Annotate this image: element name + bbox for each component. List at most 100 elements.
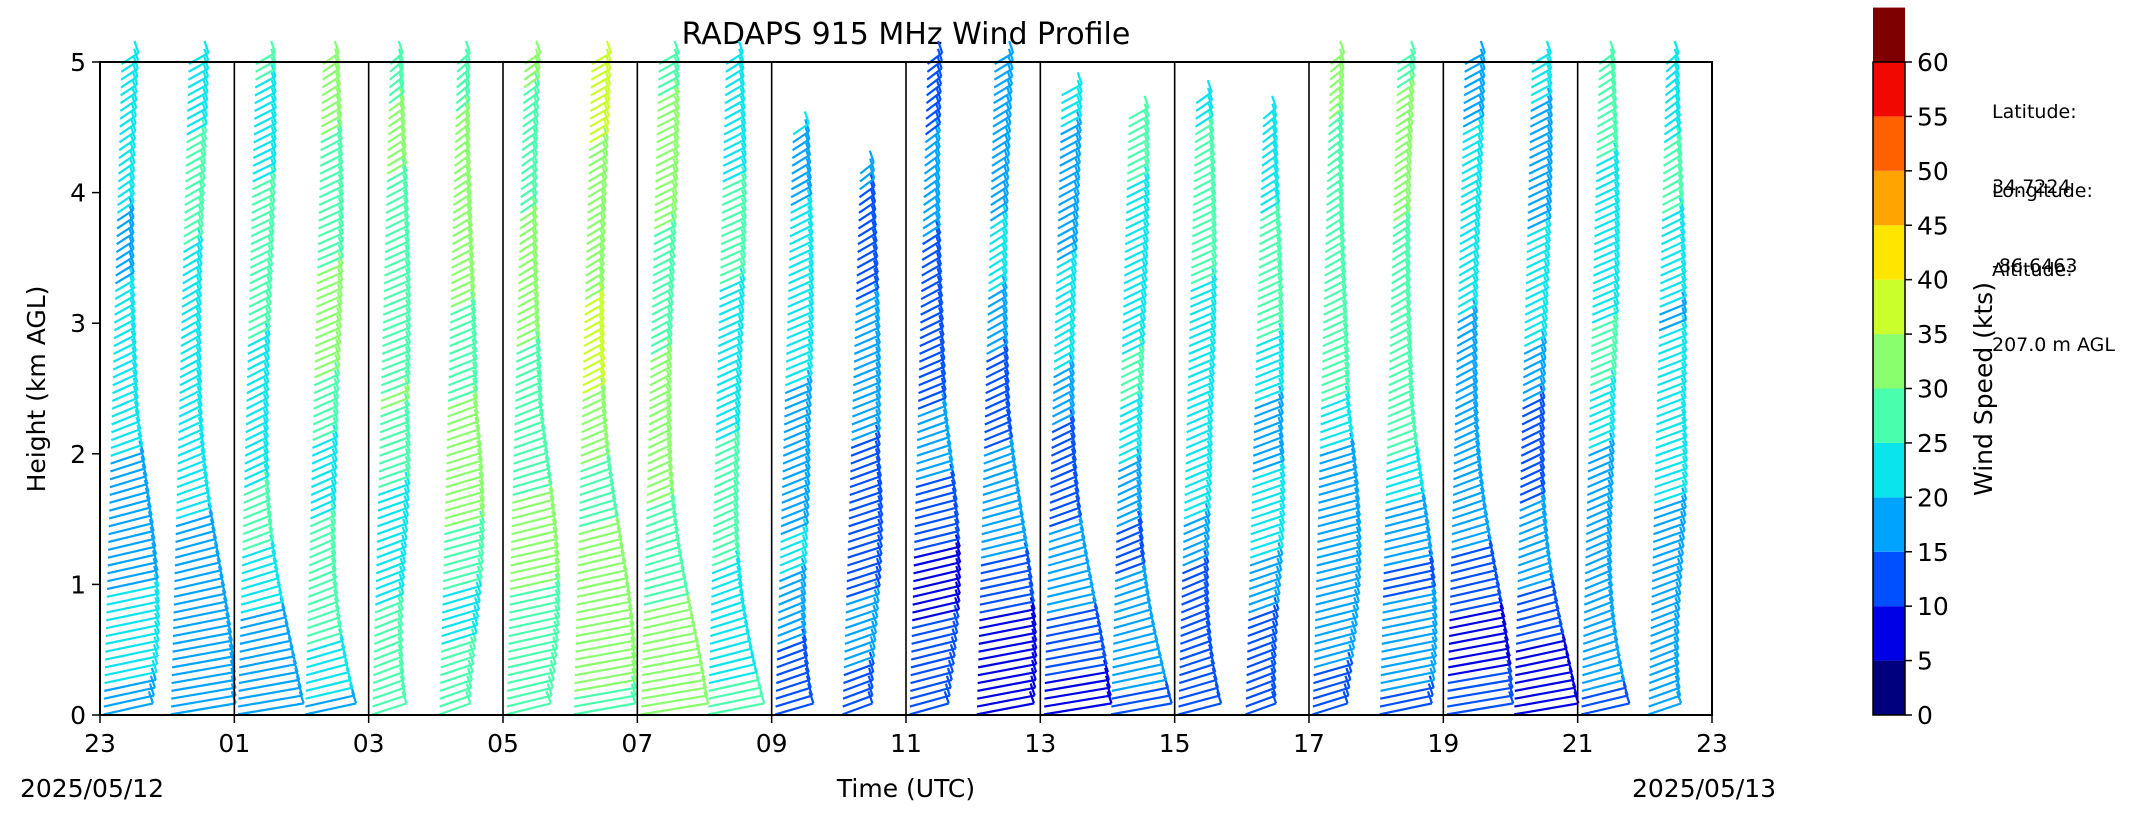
wind-barb xyxy=(180,349,202,363)
wind-barb-flag xyxy=(1339,40,1346,54)
wind-barb xyxy=(178,420,203,434)
wind-barb xyxy=(1523,334,1547,348)
wind-barb xyxy=(1045,647,1105,661)
wind-barb-flag xyxy=(877,502,884,516)
wind-barb-flag xyxy=(222,597,229,610)
wind-barb xyxy=(439,671,474,685)
wind-barb xyxy=(851,428,881,442)
wind-barb-flag xyxy=(877,495,884,508)
wind-barb xyxy=(1252,443,1284,457)
wind-barb xyxy=(183,240,203,254)
wind-barb xyxy=(648,420,672,434)
wind-barb xyxy=(657,75,680,89)
wind-barb xyxy=(1060,106,1083,120)
wind-barb-flag xyxy=(1105,683,1112,696)
wind-barb xyxy=(379,428,410,442)
wind-barb xyxy=(923,177,941,191)
wind-barb-flag xyxy=(1495,581,1502,595)
wind-barb-flag xyxy=(1207,644,1215,657)
wind-barb xyxy=(655,161,679,175)
wind-barb-flag xyxy=(1413,440,1420,453)
wind-barb xyxy=(1649,655,1679,669)
wind-barb xyxy=(1385,467,1422,481)
wind-barb xyxy=(854,310,880,324)
wind-barb xyxy=(587,177,608,191)
wind-barb-flag xyxy=(1608,589,1615,602)
wind-barb-flag xyxy=(1507,683,1514,696)
wind-barb xyxy=(451,247,474,261)
wind-barb xyxy=(589,122,610,136)
wind-barb xyxy=(1312,678,1351,692)
wind-barb xyxy=(1583,600,1614,614)
wind-barb xyxy=(1054,334,1075,348)
wind-barb xyxy=(1665,75,1680,89)
wind-barb xyxy=(585,255,605,269)
wind-barb xyxy=(1648,694,1681,708)
wind-barb xyxy=(307,608,340,622)
wind-profile xyxy=(842,150,884,716)
wind-barb xyxy=(187,67,209,81)
wind-barb xyxy=(1321,381,1350,395)
wind-barb-flag xyxy=(630,644,637,657)
wind-barb xyxy=(520,169,538,183)
wind-barb xyxy=(1516,592,1557,606)
wind-barb xyxy=(1386,451,1420,465)
colorbar-segment xyxy=(1873,279,1905,335)
wind-barb xyxy=(980,561,1030,575)
wind-barb xyxy=(443,537,485,551)
wind-barb xyxy=(319,153,343,167)
wind-barb xyxy=(254,99,277,112)
wind-barb xyxy=(1453,443,1480,457)
wind-barb xyxy=(1463,91,1485,105)
wind-barb xyxy=(116,216,135,230)
wind-barb xyxy=(170,694,236,708)
wind-barb xyxy=(1117,467,1142,481)
wind-barb-flag xyxy=(1681,424,1688,438)
colorbar-tick-label: 10 xyxy=(1917,592,1949,621)
wind-barb xyxy=(1528,169,1553,183)
wind-barb xyxy=(1248,600,1280,614)
wind-barb xyxy=(716,373,742,387)
wind-barb xyxy=(1531,67,1552,81)
wind-barb xyxy=(780,506,810,520)
wind-barb-flag xyxy=(675,534,682,548)
wind-barb xyxy=(1451,514,1488,528)
wind-barb xyxy=(852,388,881,402)
wind-barb xyxy=(982,490,1020,504)
wind-barb xyxy=(238,686,301,700)
wind-barb xyxy=(926,67,943,81)
wind-barb xyxy=(1181,592,1209,606)
wind-barb xyxy=(1582,663,1622,677)
wind-barb xyxy=(1192,216,1217,230)
wind-barb xyxy=(442,569,483,583)
wind-barb-flag xyxy=(877,510,884,524)
colorbar-tick-label: 30 xyxy=(1917,375,1949,404)
wind-barb xyxy=(844,631,877,645)
wind-barb xyxy=(1664,91,1681,105)
wind-barb-flag xyxy=(1425,526,1432,540)
wind-barb xyxy=(1184,475,1212,489)
wind-barb xyxy=(1247,608,1279,622)
wind-barb xyxy=(378,451,411,465)
wind-barb xyxy=(990,169,1010,183)
wind-profile xyxy=(237,40,305,716)
wind-barb xyxy=(924,138,941,152)
wind-barb xyxy=(1061,91,1083,105)
wind-barb xyxy=(1596,122,1618,136)
wind-barb-flag xyxy=(945,432,952,446)
wind-barb-flag xyxy=(1550,581,1557,595)
wind-barb-flag xyxy=(670,502,678,516)
wind-barb-flag xyxy=(1354,573,1361,587)
wind-barb xyxy=(780,529,809,544)
wind-barb xyxy=(314,357,341,371)
wind-barb xyxy=(1049,482,1079,497)
wind-barb xyxy=(783,428,811,442)
wind-barb xyxy=(1059,153,1081,167)
wind-barb xyxy=(447,404,478,418)
wind-barb xyxy=(578,506,617,520)
wind-barb-flag xyxy=(943,416,950,430)
wind-barb xyxy=(187,83,209,97)
wind-barb xyxy=(252,146,277,160)
wind-barb-flag xyxy=(1031,659,1038,673)
wind-barb xyxy=(373,639,403,653)
